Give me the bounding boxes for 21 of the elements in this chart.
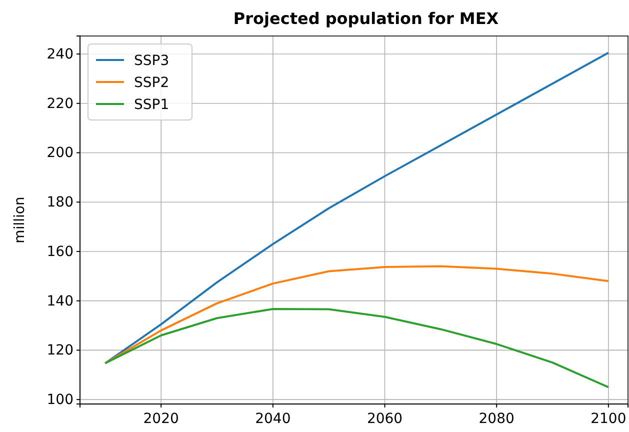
x-tick-label: 2020	[143, 411, 179, 428]
legend-label: SSP3	[134, 53, 170, 69]
y-tick-label: 120	[46, 342, 74, 359]
y-tick-label: 200	[46, 145, 74, 162]
chart-title: Projected population for MEX	[233, 9, 500, 28]
y-tick-label: 240	[46, 46, 74, 62]
y-tick-label: 160	[46, 244, 74, 260]
legend-label: SSP1	[134, 97, 170, 113]
y-tick-label: 140	[46, 293, 74, 310]
line-series	[104, 52, 610, 364]
line-series	[104, 308, 610, 388]
y-tick-label: 100	[46, 392, 74, 408]
x-tick-label: 2060	[366, 411, 403, 428]
y-tick-label: 180	[46, 194, 74, 211]
legend-label: SSP2	[134, 75, 170, 91]
x-tick-label: 2100	[590, 411, 626, 428]
x-tick-label: 2080	[478, 411, 514, 428]
x-tick-label: 2040	[255, 411, 291, 428]
y-tick-label: 220	[46, 96, 74, 112]
line-series	[104, 265, 610, 364]
y-axis-title: million	[12, 196, 28, 244]
